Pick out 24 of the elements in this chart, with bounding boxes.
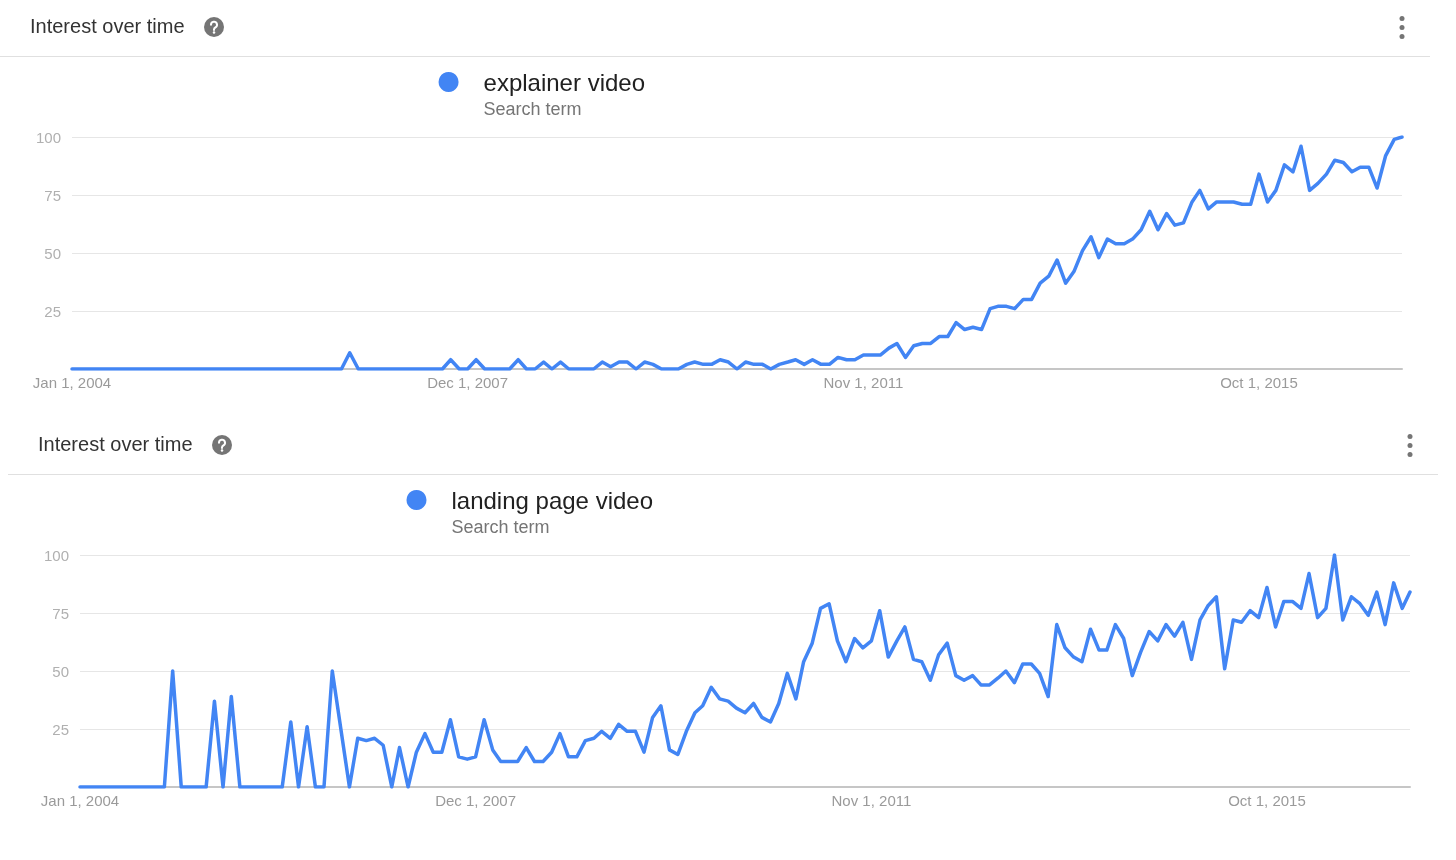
x-tick-label: Dec 1, 2007 (435, 792, 517, 809)
y-tick-label: 75 (44, 186, 61, 204)
x-tick-label: Oct 1, 2015 (1228, 792, 1306, 809)
y-tick-label: 100 (43, 546, 69, 564)
chart-title: Interest over time (30, 15, 185, 37)
x-tick-label: Dec 1, 2007 (427, 374, 509, 391)
y-tick-label: 25 (52, 720, 69, 738)
y-tick-label: 75 (52, 604, 69, 622)
x-tick-label: Jan 1, 2004 (32, 374, 112, 391)
x-tick-label: Nov 1, 2011 (823, 374, 904, 391)
legend-title: Search term (451, 517, 550, 537)
y-tick-label: 25 (44, 302, 61, 320)
y-tick-label: 50 (44, 244, 61, 262)
legend-title: Search term (483, 99, 582, 119)
legend-label: landing page video (451, 486, 654, 514)
legend-label: explainer video (483, 68, 645, 96)
line-series (78, 553, 1412, 789)
line-series (70, 135, 1404, 371)
x-tick-label: Nov 1, 2011 (831, 792, 912, 809)
chart-title: Interest over time (38, 433, 193, 455)
x-tick-label: Jan 1, 2004 (40, 792, 120, 809)
y-tick-label: 100 (35, 128, 61, 146)
x-tick-label: Oct 1, 2015 (1220, 374, 1298, 391)
y-tick-label: 50 (52, 662, 69, 680)
